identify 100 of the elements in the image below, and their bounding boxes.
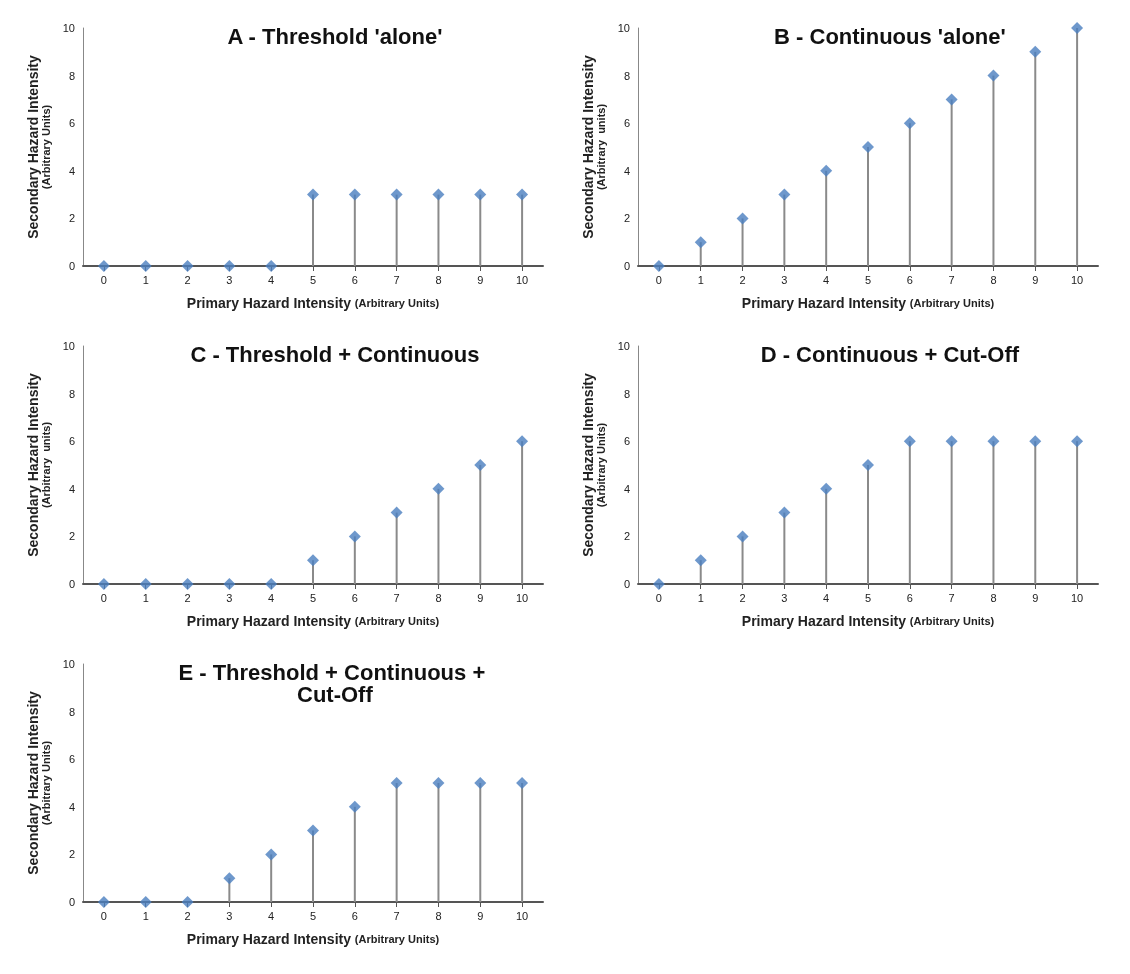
x-tick-label: 8 — [990, 273, 997, 286]
point — [820, 164, 833, 177]
point — [265, 578, 278, 590]
x-tick-label: 3 — [226, 909, 233, 922]
y-tick-label: 2 — [623, 212, 630, 225]
point — [945, 93, 958, 106]
point — [945, 435, 958, 448]
y-tick-label: 10 — [62, 340, 75, 352]
y-tick-label: 4 — [623, 164, 630, 177]
y-tick-label: 10 — [62, 22, 75, 34]
x-tick-label: 2 — [184, 273, 191, 286]
y-tick-label: 6 — [68, 117, 75, 130]
x-tick-label: 1 — [142, 273, 149, 286]
x-tick-label: 5 — [864, 591, 872, 604]
chart-title: A - Threshold 'alone' — [227, 23, 443, 49]
point — [307, 554, 319, 567]
y-tick-label: 0 — [68, 896, 75, 908]
y-tick-label: 10 — [617, 340, 630, 352]
x-tick-label: 9 — [477, 273, 484, 286]
x-tick-label: 5 — [309, 909, 317, 922]
point — [390, 777, 403, 789]
x-tick-label: 1 — [697, 591, 704, 604]
y-tick-label: 8 — [68, 387, 75, 400]
point — [139, 578, 152, 590]
x-tick-label: 6 — [351, 909, 358, 922]
point — [97, 578, 110, 590]
point — [474, 459, 487, 471]
x-tick-label: 1 — [142, 909, 149, 922]
point — [139, 896, 152, 908]
x-axis-title: Primary Hazard Intensity (Arbitrary Units) — [741, 613, 995, 629]
point — [1071, 22, 1084, 34]
point — [652, 260, 665, 272]
y-tick-label: 4 — [623, 482, 630, 495]
point — [903, 435, 916, 448]
x-axis-title: Primary Hazard Intensity (Arbitrary Units) — [186, 295, 440, 311]
x-tick-label: 4 — [823, 591, 830, 604]
y-tick-label: 0 — [623, 260, 630, 272]
y-tick-label: 8 — [68, 705, 75, 718]
x-tick-label: 3 — [226, 591, 233, 604]
y-tick-label: 2 — [68, 530, 75, 543]
x-tick-label: 0 — [655, 273, 662, 286]
x-tick-label: 5 — [864, 273, 872, 286]
x-tick-label: 8 — [990, 591, 997, 604]
point — [1029, 435, 1042, 448]
point — [265, 848, 278, 861]
x-tick-label: 7 — [393, 909, 400, 922]
x-tick-label: 7 — [393, 591, 400, 604]
x-tick-label: 1 — [697, 273, 704, 286]
x-tick-label: 0 — [655, 591, 662, 604]
x-tick-label: 6 — [906, 591, 913, 604]
point — [307, 824, 319, 837]
x-tick-label: 8 — [435, 909, 442, 922]
y-tick-label: 4 — [68, 482, 75, 495]
x-tick-label: 2 — [739, 273, 746, 286]
x-tick-label: 10 — [1070, 591, 1084, 604]
x-tick-label: 9 — [1032, 273, 1039, 286]
x-tick-label: 9 — [477, 591, 484, 604]
y-tick-label: 6 — [623, 117, 630, 130]
point — [432, 482, 445, 495]
y-tick-label: 10 — [62, 658, 75, 670]
point — [820, 482, 833, 495]
y-tick-label: 6 — [68, 435, 75, 448]
point — [348, 800, 361, 813]
y-tick-label: 2 — [68, 212, 75, 225]
y-tick-label: 4 — [68, 164, 75, 177]
x-tick-label: 8 — [435, 591, 442, 604]
point — [1071, 435, 1084, 448]
y-tick-label: 8 — [623, 387, 630, 400]
point — [736, 530, 749, 543]
y-axis-title: Secondary Hazard Intensity (Arbitrary units) — [580, 54, 607, 239]
point — [432, 777, 445, 789]
x-tick-label: 3 — [781, 591, 788, 604]
point — [390, 506, 403, 519]
x-tick-label: 7 — [948, 591, 955, 604]
chart-title: C - Threshold + Continuous — [190, 341, 480, 367]
x-axis-title: Primary Hazard Intensity (Arbitrary Units) — [186, 931, 440, 947]
x-tick-label: 3 — [226, 273, 233, 286]
x-tick-label: 2 — [184, 909, 191, 922]
y-axis-title: Secondary Hazard Intensity (Arbitrary Units) — [25, 54, 52, 239]
x-tick-label: 6 — [351, 591, 358, 604]
x-tick-label: 10 — [515, 273, 529, 286]
x-tick-label: 10 — [1070, 273, 1084, 286]
y-tick-label: 6 — [623, 435, 630, 448]
x-tick-label: 2 — [184, 591, 191, 604]
x-tick-label: 4 — [268, 909, 275, 922]
x-tick-label: 6 — [906, 273, 913, 286]
point — [694, 554, 707, 567]
chart-title: E - Threshold + Continuous + Cut-Off — [178, 659, 492, 707]
point — [987, 69, 1000, 82]
point — [652, 578, 665, 590]
x-tick-label: 2 — [739, 591, 746, 604]
point — [181, 896, 194, 908]
chart-title: B - Continuous 'alone' — [774, 23, 1006, 49]
y-tick-label: 10 — [617, 22, 630, 34]
point — [778, 188, 791, 201]
x-tick-label: 5 — [309, 273, 317, 286]
point — [516, 777, 529, 789]
x-tick-label: 3 — [781, 273, 788, 286]
y-tick-label: 0 — [68, 260, 75, 272]
x-tick-label: 10 — [515, 591, 529, 604]
